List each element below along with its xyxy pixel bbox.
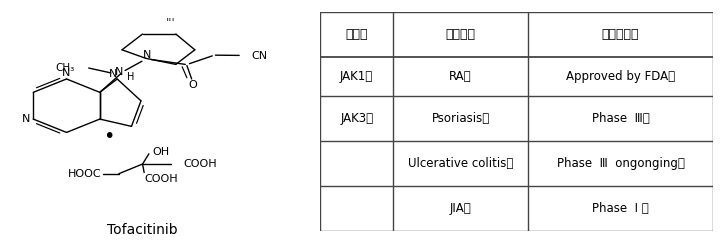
Text: Phase  Ⅲ  ongonging。: Phase Ⅲ ongonging。	[557, 157, 685, 170]
Text: JAK3。: JAK3。	[340, 112, 373, 125]
Text: 适应症。: 适应症。	[446, 28, 476, 41]
Text: Tofacitinib: Tofacitinib	[107, 223, 178, 237]
Text: JAK1。: JAK1。	[340, 70, 374, 83]
Text: OH: OH	[152, 147, 169, 157]
Text: N: N	[63, 68, 71, 78]
Text: N: N	[109, 69, 117, 79]
Text: •: •	[104, 127, 115, 146]
Text: HOOC: HOOC	[68, 169, 102, 179]
Text: H: H	[127, 71, 134, 82]
Text: N: N	[22, 114, 30, 124]
Text: 靶点。: 靶点。	[346, 28, 368, 41]
Text: Phase  Ⅲ。: Phase Ⅲ。	[592, 112, 649, 125]
Text: RA。: RA。	[449, 70, 472, 83]
Text: COOH: COOH	[144, 174, 178, 184]
Text: CH₃: CH₃	[55, 63, 74, 73]
Text: COOH: COOH	[184, 159, 217, 169]
Text: O: O	[189, 80, 197, 90]
Text: ''': '''	[166, 17, 176, 30]
Text: CN: CN	[252, 51, 268, 61]
Text: N: N	[143, 50, 151, 61]
Text: Approved by FDA。: Approved by FDA。	[566, 70, 675, 83]
Text: Phase  Ⅰ 。: Phase Ⅰ 。	[593, 202, 649, 215]
Text: Ulcerative colitis。: Ulcerative colitis。	[408, 157, 513, 170]
Text: Psoriasis。: Psoriasis。	[431, 112, 490, 125]
Text: 研发阶段。: 研发阶段。	[602, 28, 639, 41]
Text: N: N	[114, 67, 123, 77]
Text: JIA。: JIA。	[450, 202, 472, 215]
